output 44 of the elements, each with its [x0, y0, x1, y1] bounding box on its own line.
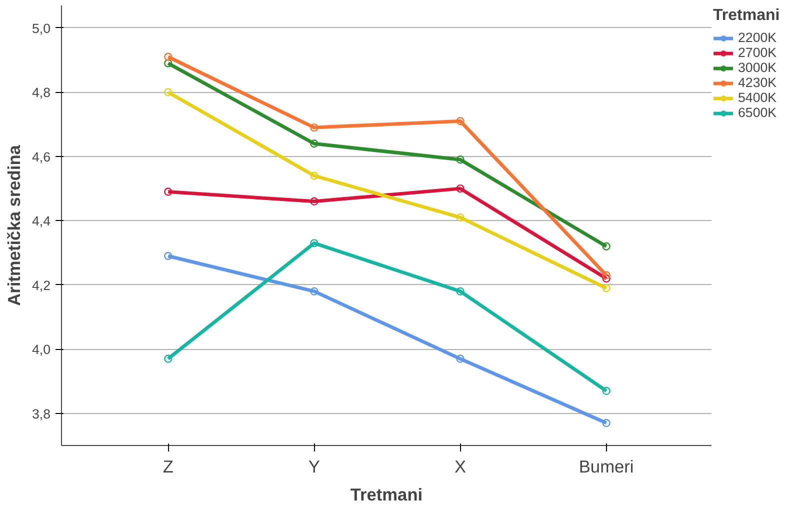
- y-tick-label: 4,4: [32, 214, 52, 229]
- y-axis-title: Aritmetička sredina: [4, 144, 24, 306]
- point: [602, 418, 610, 428]
- legend-title: Tretmani: [713, 7, 780, 25]
- x-axis-title: Tretmani: [350, 484, 423, 504]
- point: [456, 117, 464, 126]
- point: [164, 59, 172, 68]
- legend-label: 5400K: [738, 90, 777, 105]
- point: [602, 271, 610, 280]
- point: [456, 213, 464, 222]
- point: [310, 172, 318, 180]
- legend-label: 2200K: [738, 30, 777, 45]
- y-tick-label: 4,2: [32, 278, 51, 293]
- x-tick-label: X: [454, 456, 466, 476]
- y-tick-label: 4,6: [32, 149, 51, 164]
- point: [456, 156, 464, 164]
- point: [164, 188, 172, 196]
- point: [310, 197, 318, 206]
- y-tick-label: 5,0: [32, 20, 51, 36]
- point: [310, 140, 318, 148]
- y-tick-label: 4,0: [32, 342, 51, 358]
- x-tick-label: Bumeri: [578, 456, 634, 476]
- point: [164, 52, 172, 61]
- point: [602, 274, 610, 283]
- point: [602, 386, 610, 395]
- legend-label: 4230K: [738, 75, 777, 90]
- point: [164, 354, 172, 363]
- point: [310, 239, 318, 248]
- x-tick-label: Z: [162, 456, 174, 476]
- x-tick-label: Y: [308, 456, 320, 476]
- point: [310, 123, 318, 132]
- point: [456, 184, 464, 193]
- y-tick-label: 4,8: [32, 85, 51, 100]
- point: [602, 242, 610, 250]
- point: [164, 88, 172, 96]
- point: [602, 284, 610, 292]
- point: [310, 287, 318, 296]
- y-tick-label: 3,8: [32, 406, 51, 422]
- point: [456, 287, 464, 296]
- legend-label: 3000K: [738, 60, 777, 75]
- point: [456, 354, 464, 363]
- point: [164, 252, 172, 260]
- legend-label: 6500K: [738, 105, 777, 120]
- legend-label: 2700K: [738, 45, 777, 60]
